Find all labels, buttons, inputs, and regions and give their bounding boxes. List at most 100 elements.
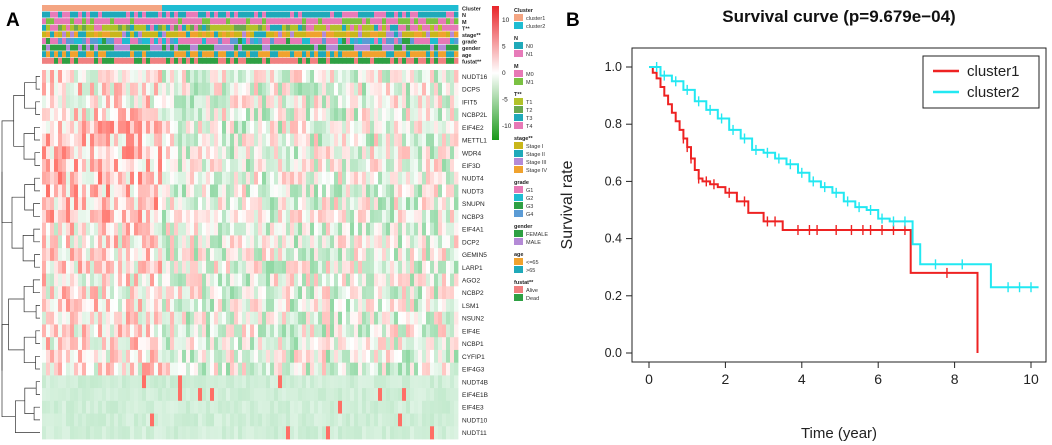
heatmap-cell: [290, 133, 295, 147]
heatmap-cell: [42, 235, 47, 249]
heatmap-cell: [46, 133, 51, 147]
heatmap-cell: [82, 388, 87, 402]
heatmap-cell: [174, 70, 179, 84]
annotation-cell: [294, 11, 299, 18]
heatmap-cell: [362, 349, 367, 364]
heatmap-cell: [170, 222, 175, 236]
heatmap-cell: [454, 273, 459, 287]
heatmap-cell: [226, 95, 231, 109]
heatmap-cell: [226, 222, 231, 236]
heatmap-cell: [222, 95, 227, 109]
heatmap-cell: [98, 324, 103, 338]
annotation-cell: [258, 18, 263, 25]
dendrogram-branch: [33, 203, 40, 217]
annotation-cell: [314, 57, 319, 64]
heatmap-cell: [106, 349, 111, 364]
annotation-cell: [86, 5, 91, 11]
heatmap-cell: [234, 95, 239, 109]
annotation-cell: [46, 24, 51, 31]
heatmap-cell: [154, 337, 159, 351]
heatmap-cell: [310, 375, 315, 389]
heatmap-cell: [294, 184, 299, 198]
heatmap-cell: [406, 388, 411, 402]
heatmap-cell: [130, 375, 135, 389]
annotation-cell: [318, 11, 323, 18]
heatmap-cell: [430, 375, 435, 389]
heatmap-cell: [362, 82, 367, 96]
annotation-cell: [86, 57, 91, 64]
annotation-cell: [386, 38, 391, 44]
heatmap-cell: [130, 184, 135, 198]
heatmap-cell: [218, 286, 223, 300]
annotation-cell: [410, 57, 415, 64]
annotation-cell: [286, 24, 291, 31]
annotation-cell: [406, 31, 411, 38]
annotation-cell: [334, 5, 339, 11]
heatmap-cell: [286, 349, 291, 364]
heatmap-cell: [318, 426, 323, 440]
heatmap-cell: [442, 146, 447, 160]
annotation-cell: [250, 44, 255, 51]
heatmap-cell: [58, 159, 63, 173]
annotation-cell: [394, 24, 399, 31]
heatmap-cell: [426, 184, 431, 198]
annotation-cell: [46, 11, 51, 18]
annotation-cell: [198, 31, 203, 38]
heatmap-cell: [246, 146, 251, 160]
annotation-cell: [414, 31, 419, 38]
heatmap-cell: [214, 184, 219, 198]
heatmap-cell: [254, 286, 259, 300]
heatmap-cell: [370, 375, 375, 389]
heatmap-cell: [66, 82, 71, 96]
annotation-cell: [438, 18, 443, 25]
heatmap-cell: [210, 349, 215, 364]
annotation-cell: [386, 5, 391, 11]
heatmap-cell: [450, 273, 455, 287]
heatmap-cell: [426, 159, 431, 173]
heatmap-cell: [290, 299, 295, 313]
heatmap-cell: [434, 159, 439, 173]
heatmap-cell: [114, 184, 119, 198]
annotation-cell: [330, 24, 335, 31]
heatmap-cell: [94, 337, 99, 351]
annotation-cell: [210, 24, 215, 31]
heatmap-cell: [422, 171, 427, 185]
heatmap-cell: [154, 286, 159, 300]
heatmap-cell: [250, 311, 255, 325]
heatmap-cell: [178, 120, 183, 135]
heatmap-cell: [94, 362, 99, 376]
heatmap-cell: [230, 248, 235, 262]
heatmap-cell: [226, 286, 231, 300]
heatmap-cell: [334, 349, 339, 364]
heatmap-cell: [198, 222, 203, 236]
annotation-cell: [442, 18, 447, 25]
heatmap-cell: [58, 400, 63, 414]
heatmap-cell: [358, 146, 363, 160]
heatmap-cell: [162, 260, 167, 274]
heatmap-cell: [194, 159, 199, 173]
heatmap-cell: [278, 362, 283, 376]
heatmap-cell: [210, 260, 215, 274]
heatmap-cell: [306, 82, 311, 96]
heatmap-cell: [410, 324, 415, 338]
heatmap-cell: [382, 349, 387, 364]
heatmap-cell: [118, 324, 123, 338]
annotation-cell: [254, 18, 259, 25]
heatmap-cell: [386, 184, 391, 198]
annotation-cell: [42, 31, 47, 38]
heatmap-cell: [310, 426, 315, 440]
heatmap-cell: [110, 311, 115, 325]
heatmap-cell: [254, 362, 259, 376]
heatmap-cell: [162, 311, 167, 325]
heatmap-cell: [54, 400, 59, 414]
annotation-cell: [410, 24, 415, 31]
heatmap-cell: [338, 159, 343, 173]
annotation-cell: [394, 5, 399, 11]
heatmap-cell: [86, 273, 91, 287]
heatmap-cell: [70, 70, 75, 84]
annotation-cell: [126, 5, 131, 11]
heatmap-cell: [238, 248, 243, 262]
heatmap-cell: [82, 349, 87, 364]
annotation-cell: [94, 44, 99, 51]
heatmap-cell: [78, 311, 83, 325]
